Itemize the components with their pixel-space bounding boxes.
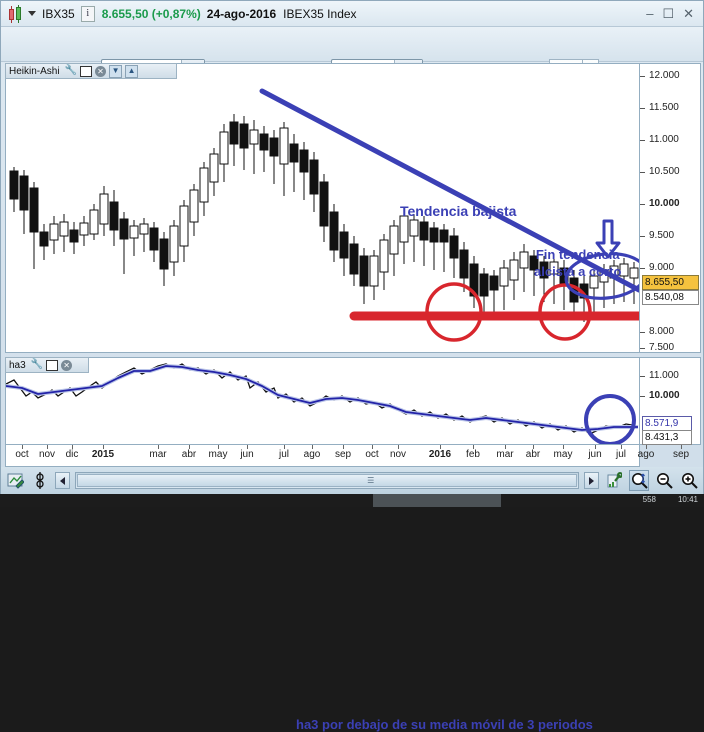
annotation-end-trend-line1: Fin tendencia [535, 247, 620, 262]
x-label: oct [365, 449, 379, 460]
symbol-label: IBX35 [42, 6, 75, 21]
indicator-axis[interactable]: 11.000 10.000 8.571,9 8.431,3 [640, 357, 701, 445]
axis-label-current: 10.000 [649, 198, 680, 209]
x-label: oct [15, 449, 29, 460]
maximize-button[interactable]: ☐ [662, 6, 675, 21]
axis-label: 8.000 [649, 326, 675, 337]
x-label: nov [389, 449, 407, 460]
zoom-in-icon[interactable] [679, 470, 699, 491]
scroll-right-arrow[interactable] [584, 472, 599, 489]
last-price-badge: 8.655,50 [642, 275, 699, 290]
window-icon[interactable] [80, 65, 93, 77]
annotation-downtrend: Tendencia bajista [400, 203, 517, 219]
os-taskbar: 558 10:41 [0, 494, 704, 507]
axis-label: 11.500 [649, 102, 679, 113]
axis-label: 9.000 [649, 262, 675, 273]
price-panel-header[interactable]: Heikin-Ashi 🔧 ✕ ▼ ▲ [5, 63, 177, 79]
x-label: may [208, 449, 228, 460]
price-chart-canvas [9, 88, 639, 342]
close-icon[interactable]: ✕ [95, 65, 107, 77]
move-up-icon[interactable]: ▲ [125, 64, 139, 78]
support-circle-1 [425, 282, 483, 342]
chart-toolbar: 100 unidades Semanal [1, 27, 703, 83]
down-arrow-annotation [595, 219, 621, 259]
x-label-year: 2016 [428, 449, 452, 460]
taskbar-window-button[interactable] [373, 494, 501, 507]
ha3-cross-circle [584, 394, 636, 444]
time-axis[interactable]: oct nov dic 2015 mar abr may jun jul ago… [5, 445, 689, 467]
taskbar-cpu: 558 [642, 495, 656, 504]
scrollbar-thumb[interactable] [77, 474, 577, 487]
x-label: sep [672, 449, 690, 460]
axis-label-current: 10.000 [649, 390, 680, 401]
annotation-end-trend: Fin tendencia alcista a corto [534, 246, 621, 280]
quote-date-label: 24-ago-2016 [206, 6, 277, 21]
x-label-year: 2015 [91, 449, 115, 460]
indicator-title: Heikin-Ashi [9, 65, 60, 77]
price-chart-panel[interactable]: Heikin-Ashi 🔧 ✕ ▼ ▲ Tendencia bajista Fi… [5, 63, 640, 412]
price-axis[interactable]: 12.000 11.500 11.000 10.500 10.000 9.500… [640, 63, 701, 353]
scrollbar-grip-icon: ☰ [367, 476, 375, 485]
zoom-fit-icon[interactable] [629, 470, 649, 491]
support-circle-2 [538, 283, 592, 341]
x-label: abr [525, 449, 541, 460]
window-icon[interactable] [46, 359, 59, 371]
chart-bottom-toolbar: ☰ [1, 467, 703, 494]
indicator-chart-canvas [6, 363, 639, 444]
close-button[interactable]: ✕ [683, 6, 694, 21]
ma-line [6, 365, 638, 431]
window-title-bar: IBX35 i 8.655,50 (+0,87%) 24-ago-2016 IB… [1, 1, 703, 27]
x-label: ago [637, 449, 655, 460]
info-icon[interactable]: i [80, 5, 95, 22]
x-label: jun [240, 449, 254, 460]
x-label: may [553, 449, 573, 460]
axis-label: 11.000 [649, 134, 679, 145]
axis-label: 7.500 [649, 342, 675, 353]
axis-label: 11.000 [649, 370, 679, 381]
x-label: jun [588, 449, 602, 460]
indicator-prev-badge: 8.431,3 [642, 430, 692, 445]
wrench-icon[interactable]: 🔧 [30, 359, 44, 370]
horizontal-scrollbar[interactable]: ☰ [75, 472, 579, 489]
x-label: sep [334, 449, 352, 460]
axis-label: 10.500 [649, 166, 680, 177]
x-label: jul [278, 449, 290, 460]
move-down-icon[interactable]: ▼ [109, 64, 123, 78]
annotation-end-trend-line2: alcista a corto [534, 264, 622, 279]
candlestick-icon [8, 4, 24, 23]
taskbar-clock: 10:41 [677, 495, 698, 504]
crosshair-icon[interactable] [30, 470, 50, 491]
indicator-title: ha3 [9, 359, 26, 371]
downtrend-line [259, 88, 639, 293]
indicator-chart-panel[interactable]: ha3 🔧 ✕ ha3 por debajo de su media móvil… [5, 357, 640, 732]
x-label: feb [466, 449, 480, 460]
wrench-icon[interactable]: 🔧 [64, 65, 78, 76]
x-label: abr [181, 449, 197, 460]
settings-wrench-icon[interactable] [604, 470, 624, 491]
scroll-left-arrow[interactable] [55, 472, 70, 489]
price-change-label: 8.655,50 (+0,87%) [101, 6, 201, 21]
x-label: nov [38, 449, 56, 460]
ma-line-glow [6, 364, 638, 432]
x-label: dic [65, 449, 79, 460]
x-label: mar [149, 449, 167, 460]
previous-close-badge: 8.540,08 [642, 290, 699, 305]
annotation-ha3: ha3 por debajo de su media móvil de 3 pe… [296, 717, 593, 732]
indicator-panel-header[interactable]: ha3 🔧 ✕ [5, 357, 89, 373]
indicator-value-badge: 8.571,9 [642, 416, 692, 431]
instrument-name-label: IBEX35 Index [283, 6, 357, 21]
pointer-draw-icon[interactable] [5, 470, 25, 491]
symbol-dropdown-icon[interactable] [28, 11, 36, 16]
end-trend-ellipse [564, 252, 639, 300]
x-label: mar [496, 449, 514, 460]
x-label: jul [615, 449, 627, 460]
window-controls: – ☐ ✕ [646, 7, 699, 20]
axis-label: 12.000 [649, 70, 680, 81]
x-label: ago [303, 449, 321, 460]
close-icon[interactable]: ✕ [61, 359, 73, 371]
axis-label: 9.500 [649, 230, 675, 241]
minimize-button[interactable]: – [646, 6, 654, 21]
zoom-out-icon[interactable] [654, 470, 674, 491]
